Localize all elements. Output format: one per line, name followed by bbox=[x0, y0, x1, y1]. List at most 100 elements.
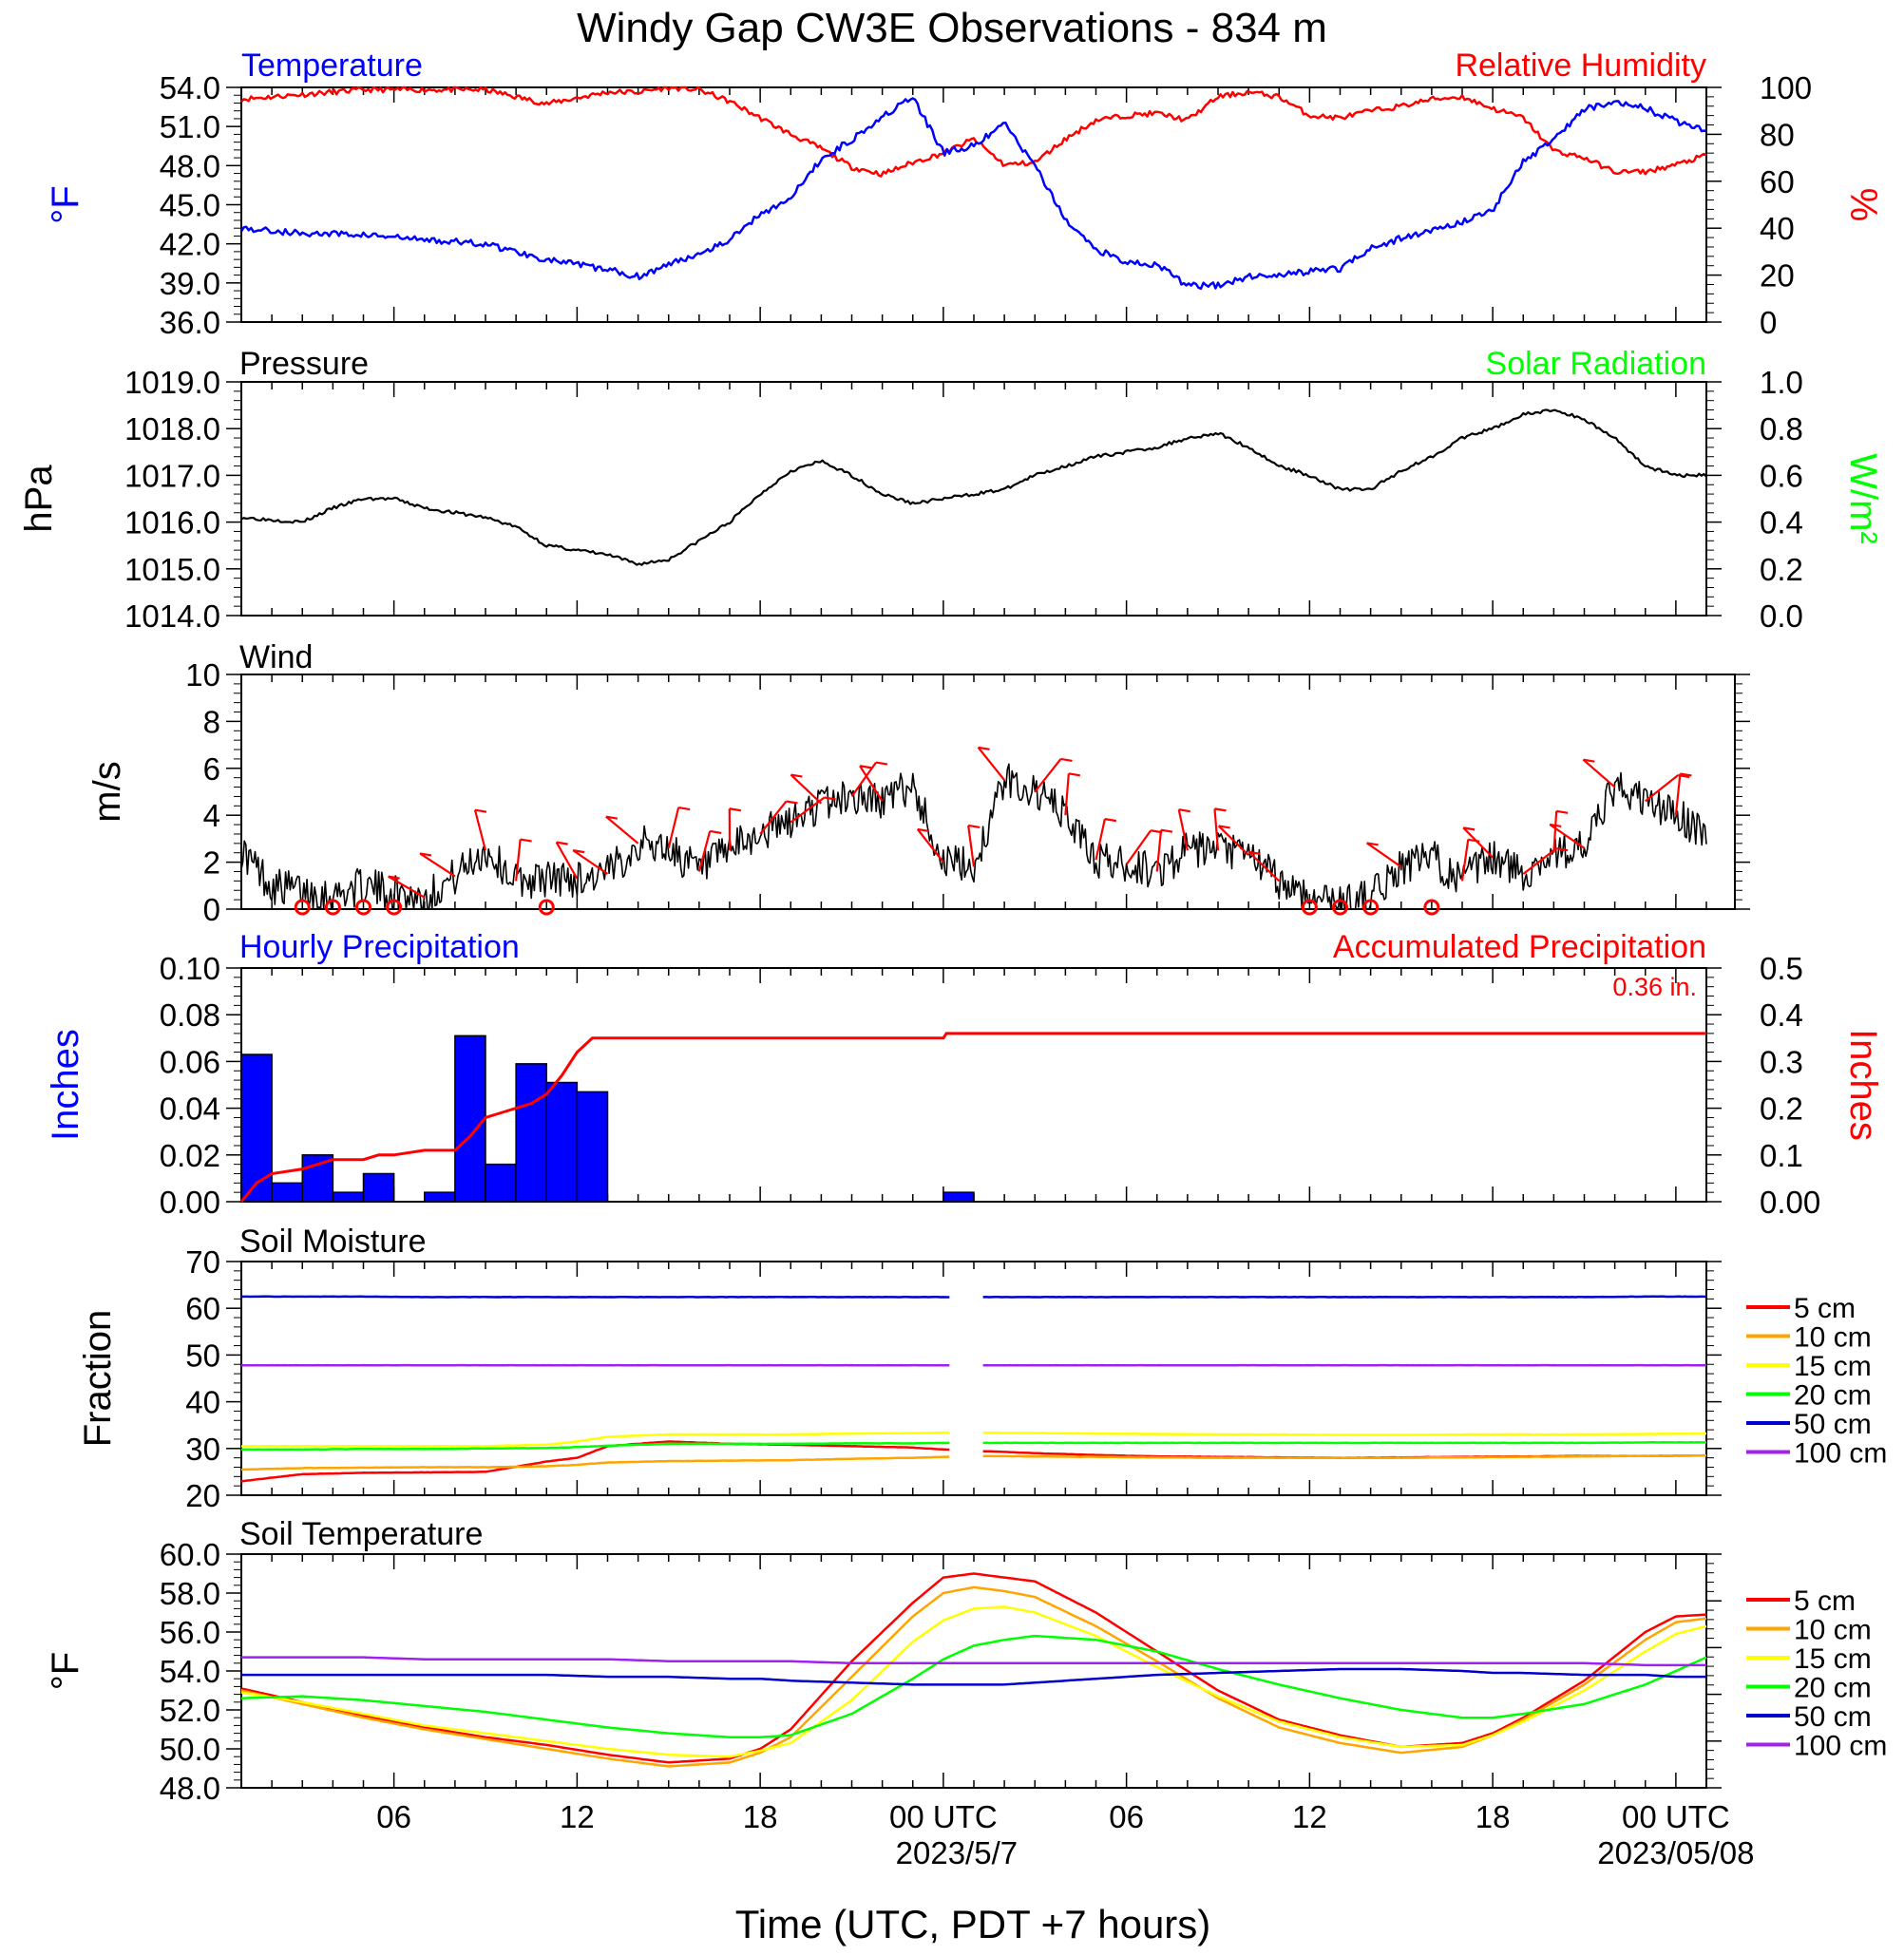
soil-temp-line-10cm bbox=[240, 1585, 1707, 1768]
soil-moisture-legend-label: 5 cm bbox=[1794, 1293, 1856, 1324]
wind-barb-flag bbox=[1366, 842, 1379, 846]
wind-barb-flag bbox=[1550, 823, 1562, 828]
wind-barb-flag bbox=[709, 829, 722, 835]
wind-barb bbox=[1462, 826, 1494, 859]
soil-temp-y-tick-label: 58.0 bbox=[160, 1576, 220, 1611]
chart-title: Windy Gap CW3E Observations - 834 m bbox=[577, 5, 1327, 51]
wind-barb bbox=[473, 809, 487, 851]
pressure-line bbox=[240, 408, 1707, 566]
wind-y-tick-label: 0 bbox=[203, 892, 220, 927]
wind-barb bbox=[1645, 774, 1679, 803]
wind-barb-flag bbox=[1104, 818, 1117, 823]
wind-title: Wind bbox=[239, 639, 313, 675]
pressure-y-tick-label: 1017.0 bbox=[124, 458, 220, 493]
temperature-title: Temperature bbox=[241, 47, 423, 84]
hourly-precip-bar bbox=[576, 1091, 609, 1203]
wind-barb bbox=[916, 828, 944, 864]
soil-moisture-legend-label: 50 cm bbox=[1794, 1409, 1872, 1440]
wind-barb-flag bbox=[1555, 847, 1569, 852]
temp-rh-y-tick-label: 42.0 bbox=[160, 227, 220, 262]
wind-calm-marker bbox=[538, 899, 555, 916]
wind-barb-flag bbox=[1160, 828, 1173, 833]
hourly-precip-bar bbox=[240, 1053, 273, 1203]
wind-barb-flag bbox=[520, 838, 532, 843]
soil-moisture-legend-label: 10 cm bbox=[1794, 1322, 1872, 1354]
soil-moisture-y-tick-label: 50 bbox=[185, 1338, 220, 1373]
wind-barb-flag bbox=[1060, 757, 1073, 763]
hourly-precip-bar bbox=[362, 1172, 395, 1203]
wind-barb bbox=[759, 800, 788, 835]
soil-temp-y-tick-label: 56.0 bbox=[160, 1615, 220, 1650]
pressure-y2-tick-label: 0.4 bbox=[1760, 505, 1803, 541]
wind-calm-marker bbox=[1301, 899, 1318, 916]
wind-calm-marker bbox=[324, 899, 341, 916]
soil-moisture-unit: Fraction bbox=[77, 1310, 119, 1448]
wind-barb-flag bbox=[1680, 772, 1692, 777]
hourly-precip-title: Hourly Precipitation bbox=[239, 929, 520, 965]
wind-barb bbox=[419, 852, 456, 878]
wind-barb bbox=[1582, 758, 1616, 788]
wind-calm-marker bbox=[386, 899, 403, 916]
wind-barb-flag bbox=[978, 746, 990, 750]
pressure-y-tick-label: 1015.0 bbox=[124, 552, 220, 587]
wind-y-tick-label: 6 bbox=[203, 751, 220, 787]
soil-moisture-y-tick-label: 40 bbox=[185, 1385, 220, 1420]
soil-moisture-title: Soil Moisture bbox=[239, 1224, 427, 1260]
solar-title: Solar Radiation bbox=[1486, 346, 1706, 382]
rh-title: Relative Humidity bbox=[1455, 47, 1706, 84]
soil-temp-y-tick-label: 60.0 bbox=[160, 1537, 220, 1572]
wind-barb bbox=[1095, 818, 1106, 861]
precip-y2-tick-label: 0.4 bbox=[1760, 997, 1803, 1033]
pressure-y2-tick-label: 0.6 bbox=[1760, 458, 1803, 493]
precip-y2-tick-label: 0.1 bbox=[1760, 1138, 1803, 1173]
wind-barb-flag bbox=[1178, 808, 1190, 813]
soil-moisture-y-tick-label: 20 bbox=[185, 1478, 220, 1513]
wind-barb bbox=[1674, 773, 1682, 816]
x-tick-label: 12 bbox=[560, 1799, 595, 1834]
wind-barb-flag bbox=[1068, 772, 1080, 777]
soil-temp-line-100cm bbox=[241, 1656, 1706, 1667]
temperature-line bbox=[239, 97, 1707, 291]
x-tick-label: 18 bbox=[743, 1799, 778, 1834]
x-tick-label: 06 bbox=[1109, 1799, 1144, 1834]
hourly-precip-bar bbox=[271, 1182, 303, 1203]
wind-barb bbox=[555, 842, 579, 880]
x-tick-label: 18 bbox=[1476, 1799, 1511, 1834]
precip-y2-tick-label: 0.00 bbox=[1760, 1185, 1820, 1220]
wind-y-tick-label: 8 bbox=[203, 704, 220, 739]
soil-temp-line-20cm bbox=[240, 1634, 1707, 1738]
temp-rh-y2-tick-label: 20 bbox=[1760, 258, 1795, 294]
wind-barb-flag bbox=[859, 765, 872, 769]
wind-barb-flag bbox=[786, 800, 798, 805]
wind-calm-marker bbox=[294, 899, 311, 916]
wind-barb-flag bbox=[1214, 807, 1227, 812]
accum-total-label: 0.36 in. bbox=[1612, 973, 1697, 1001]
pressure-y2-tick-label: 1.0 bbox=[1760, 365, 1803, 400]
wind-barb bbox=[1213, 808, 1220, 851]
wind-barb bbox=[1552, 810, 1558, 853]
wind-barb bbox=[859, 765, 884, 802]
pressure-y-tick-label: 1018.0 bbox=[124, 411, 220, 446]
wind-barb-flag bbox=[967, 824, 981, 829]
wind-barb-flag bbox=[875, 761, 888, 766]
soil-temp-y-tick-label: 52.0 bbox=[160, 1693, 220, 1728]
soil-temp-legend-label: 50 cm bbox=[1794, 1701, 1872, 1733]
wind-barb bbox=[388, 875, 426, 899]
rh-unit: % bbox=[1842, 188, 1884, 222]
soil-temp-legend-label: 15 cm bbox=[1794, 1643, 1872, 1675]
wind-barb-flag bbox=[1462, 826, 1476, 831]
soil-temp-line-15cm bbox=[240, 1605, 1707, 1758]
wind-calm-marker bbox=[355, 899, 371, 916]
wind-barb-flag bbox=[1218, 825, 1230, 829]
x-axis-label: Time (UTC, PDT +7 hours) bbox=[735, 1902, 1211, 1946]
temperature-unit: °F bbox=[45, 185, 86, 223]
wind-barb bbox=[1064, 773, 1070, 816]
temp-rh-y2-tick-label: 40 bbox=[1760, 211, 1795, 246]
x-date-label: 2023/5/7 bbox=[896, 1835, 1018, 1870]
wind-frame bbox=[240, 674, 1736, 910]
wind-barb bbox=[605, 815, 639, 845]
wind-barb bbox=[1365, 842, 1402, 868]
wind-barb bbox=[1522, 847, 1557, 875]
accumulated-precip-line bbox=[239, 1032, 1706, 1203]
